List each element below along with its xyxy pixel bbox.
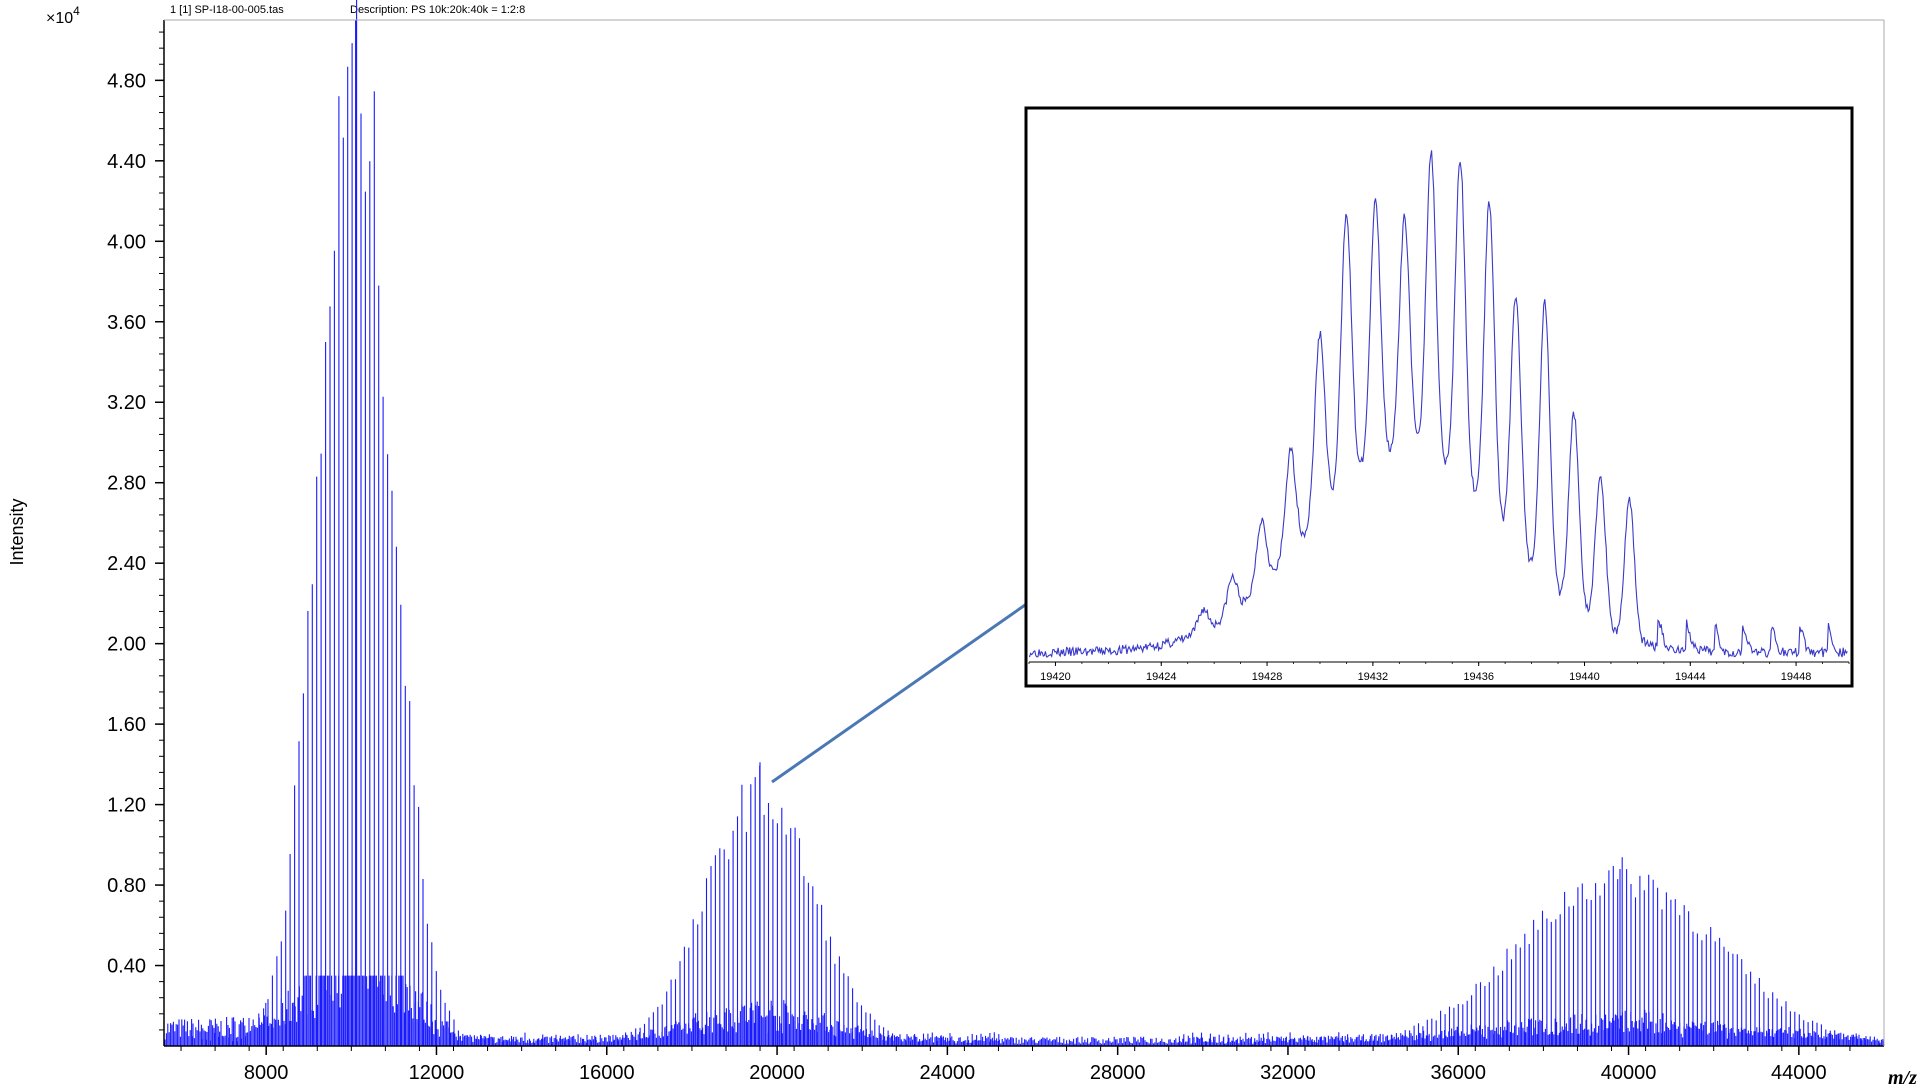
inset-spectrum-line (1028, 150, 1848, 659)
x-tick-label: 8000 (244, 1062, 289, 1084)
y-multiplier-base: ×10 (46, 10, 73, 27)
x-tick-label: 44000 (1771, 1062, 1827, 1084)
y-tick-label: 2.00 (107, 634, 146, 656)
y-tick-label: 0.80 (107, 875, 146, 897)
y-tick-label: 0.40 (107, 956, 146, 978)
y-axis-label: Intensity (7, 498, 27, 565)
y-tick-label: 3.60 (107, 312, 146, 334)
inset-x-tick-label: 19448 (1781, 671, 1812, 683)
inset-x-tick-label: 19420 (1040, 671, 1071, 683)
y-tick-label: 2.80 (107, 473, 146, 495)
x-tick-label: 32000 (1260, 1062, 1316, 1084)
inset-x-tick-label: 19432 (1358, 671, 1389, 683)
inset-plot: 19420 19424 19428 19432 19436 19440 19444 19448 (1024, 106, 1854, 688)
inset-x-tick-label: 19424 (1146, 671, 1177, 683)
y-tick-label: 4.40 (107, 151, 146, 173)
description-label: Description: PS 10k:20k:40k = 1:2:8 (350, 4, 525, 16)
y-tick-label: 3.20 (107, 392, 146, 414)
inset-trace (1028, 150, 1848, 659)
y-tick-label: 1.20 (107, 795, 146, 817)
inset-x-ticks: 19420 19424 19428 19432 19436 19440 19444 19448 (1028, 662, 1850, 683)
inset-x-tick-label: 19428 (1252, 671, 1283, 683)
x-tick-label: 24000 (920, 1062, 976, 1084)
y-tick-label: 4.80 (107, 70, 146, 92)
y-tick-label: 1.60 (107, 714, 146, 736)
run-label: 1 [1] SP-I18-00-005.tas (170, 4, 284, 16)
x-tick-label: 20000 (749, 1062, 805, 1084)
x-tick-label: 40000 (1601, 1062, 1657, 1084)
x-tick-label: 28000 (1090, 1062, 1146, 1084)
x-axis-label: m/z (1888, 1067, 1917, 1086)
inset-frame (1024, 106, 1854, 688)
inset-x-tick-label: 19444 (1675, 671, 1706, 683)
inset-x-tick-label: 19440 (1569, 671, 1600, 683)
main-spectrum-line (164, 0, 1884, 1046)
y-tick-label: 2.40 (107, 553, 146, 575)
inset-x-tick-label: 19436 (1463, 671, 1494, 683)
main-trace (164, 0, 1884, 1046)
x-tick-label: 12000 (409, 1062, 465, 1084)
x-axis-ticks: 8000 12000 16000 20000 24000 28000 32000 36000 4… (180, 1046, 1851, 1084)
y-multiplier-exponent: 4 (73, 4, 80, 18)
y-axis-ticks: 0.40 0.80 1.20 1.60 2.00 2.40 2.80 3.20 3.60 4.00… (107, 31, 164, 1031)
y-multiplier: ×104 (46, 4, 80, 27)
x-tick-label: 16000 (579, 1062, 635, 1084)
x-tick-label: 36000 (1430, 1062, 1486, 1084)
y-tick-label: 4.00 (107, 231, 146, 253)
